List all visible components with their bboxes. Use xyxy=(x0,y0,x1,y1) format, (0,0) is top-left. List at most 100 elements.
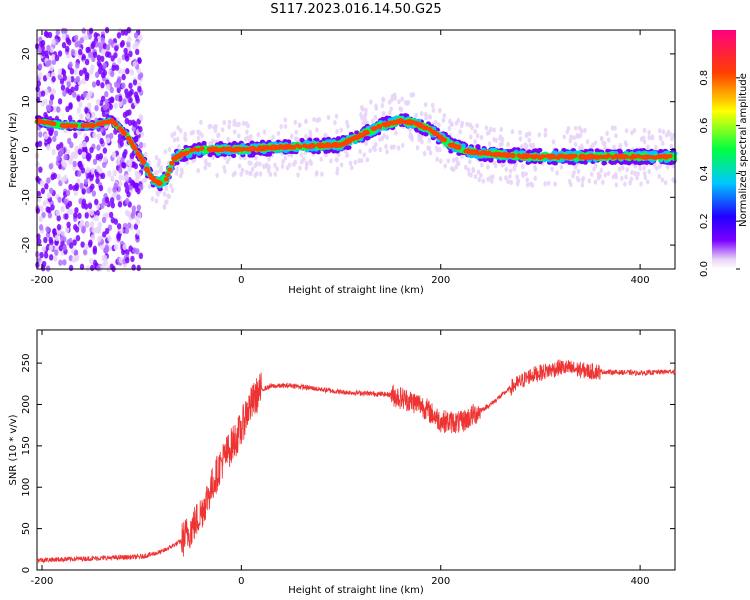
spectrogram-noise-cell xyxy=(43,111,48,119)
spectrogram-ridge-cell xyxy=(509,152,515,158)
spectrogram-spread-cell xyxy=(177,144,181,150)
spectrogram-spread-cell xyxy=(258,171,263,177)
spectrogram-spread-cell xyxy=(523,141,528,148)
spectrogram-ridge-cell xyxy=(291,145,297,150)
spectrogram-noise-cell xyxy=(88,27,94,35)
spectrogram-noise-cell xyxy=(48,129,53,136)
spectrogram-noise-cell xyxy=(90,167,96,175)
spectrogram-noise-cell xyxy=(75,75,81,83)
spectrogram-noise-cell xyxy=(73,34,79,42)
spectrogram-heatmap xyxy=(34,26,678,273)
spectrogram-noise-cell xyxy=(133,32,139,39)
spectrogram-noise-cell xyxy=(54,249,59,256)
spectrogram-noise-cell xyxy=(66,208,72,215)
spectrogram-spread-cell xyxy=(669,143,674,149)
spectrogram-noise-cell xyxy=(119,227,124,234)
spectrogram-noise-cell xyxy=(76,107,81,114)
spectrogram-ridge-cell xyxy=(496,152,502,157)
spectrogram-spread-cell xyxy=(572,170,576,176)
spectrogram-spread-cell xyxy=(363,117,367,123)
spectrogram-noise-cell xyxy=(84,212,89,219)
spectrogram-noise-cell xyxy=(45,104,51,111)
spectrogram-noise-cell xyxy=(65,105,70,113)
spectrogram-spread-cell xyxy=(528,142,533,148)
spectrogram-noise-cell xyxy=(63,198,68,206)
spectrogram-spread-cell xyxy=(174,170,179,176)
spectrogram-noise-cell xyxy=(118,167,123,174)
spectrogram-noise-cell xyxy=(43,133,49,140)
spectrogram-spread-cell xyxy=(388,110,392,116)
spectrogram-noise-cell xyxy=(41,245,47,252)
spectrogram-noise-cell xyxy=(46,44,51,52)
spectrogram-noise-cell xyxy=(89,209,95,216)
spectrogram-spread-cell xyxy=(232,118,237,124)
spectrogram-noise-cell xyxy=(129,152,134,160)
spectrogram-spread-cell xyxy=(371,118,375,124)
spectrogram-noise-cell xyxy=(127,165,132,173)
spectrogram-spread-cell xyxy=(267,156,271,162)
spectrogram-spread-cell xyxy=(479,172,483,179)
spectrogram-noise-cell xyxy=(56,155,61,162)
spectrogram-spread-cell xyxy=(400,96,404,102)
spectrogram-spread-cell xyxy=(312,116,316,123)
spectrogram-spread-cell xyxy=(516,178,520,184)
spectrogram-spread-cell xyxy=(348,160,353,166)
spectrogram-ridge-cell xyxy=(423,132,429,137)
spectrogram-noise-cell xyxy=(70,76,75,83)
spectrogram-noise-cell xyxy=(122,111,128,119)
spectrogram-noise-cell xyxy=(35,161,40,168)
spectrogram-noise-cell xyxy=(135,218,141,225)
spectrogram-spread-cell xyxy=(237,163,242,169)
colorbar-ticks: 0.0 0.2 0.4 0.6 0.8 xyxy=(699,70,740,277)
spectrogram-spread-cell xyxy=(451,157,456,163)
spectrogram-ridge-cell xyxy=(227,146,234,151)
spectrogram-ridge-cell xyxy=(112,120,118,126)
spectrogram-noise-cell xyxy=(94,226,100,234)
spectrogram-spread-cell xyxy=(559,164,564,170)
spectrogram-noise-cell xyxy=(39,205,44,212)
spectrogram-spread-cell xyxy=(633,170,637,177)
snr-y-ticks: 0 50 100 150 200 250 xyxy=(21,354,675,573)
spectrogram-noise-cell xyxy=(47,212,53,219)
spectrogram-ridge-cell xyxy=(346,139,352,144)
spectrogram-noise-cell xyxy=(72,91,77,98)
spectrogram-noise-cell xyxy=(47,137,52,144)
spectrogram-spread-cell xyxy=(437,122,441,128)
spectrogram-noise-cell xyxy=(136,204,142,211)
colorbar-tick-label: 0.6 xyxy=(699,118,710,134)
spectrogram-noise-cell xyxy=(98,62,103,70)
spectrogram-y-tick-label: -20 xyxy=(21,237,32,253)
spectrogram-ridge-cell xyxy=(191,154,197,160)
spectrogram-noise-cell xyxy=(37,47,42,54)
spectrogram-spread-cell xyxy=(657,173,662,179)
spectrogram-spread-cell xyxy=(456,160,461,167)
spectrogram-spread-cell xyxy=(414,112,418,118)
spectrogram-noise-cell xyxy=(119,140,124,147)
spectrogram-ridge-cell xyxy=(286,143,292,149)
spectrogram-noise-cell xyxy=(36,195,42,203)
spectrogram-noise-cell xyxy=(86,187,91,194)
spectrogram-noise-cell xyxy=(64,213,69,220)
spectrogram-spread-cell xyxy=(299,152,304,158)
spectrogram-noise-cell xyxy=(126,40,131,48)
spectrogram-noise-cell xyxy=(96,133,102,140)
spectrogram-spread-cell xyxy=(434,119,438,126)
spectrogram-ridge-cell xyxy=(132,146,138,152)
spectrogram-noise-cell xyxy=(41,50,46,57)
spectrogram-spread-cell xyxy=(422,150,427,157)
spectrogram-noise-cell xyxy=(125,257,130,264)
spectrogram-noise-cell xyxy=(135,176,140,184)
spectrogram-noise-cell xyxy=(130,179,135,186)
snr-series xyxy=(36,359,676,564)
spectrogram-noise-cell xyxy=(121,82,126,89)
spectrogram-spread-cell xyxy=(169,183,173,189)
spectrogram-noise-cell xyxy=(79,182,84,190)
spectrogram-noise-cell xyxy=(69,68,75,75)
spectrogram-noise-cell xyxy=(62,90,67,97)
spectrogram-spread-cell xyxy=(326,114,331,121)
spectrogram-noise-cell xyxy=(46,72,51,80)
spectrogram-noise-cell xyxy=(57,73,63,81)
spectrogram-spread-cell xyxy=(363,111,368,117)
spectrogram-spread-cell xyxy=(271,134,275,140)
spectrogram-spread-cell xyxy=(580,177,585,183)
